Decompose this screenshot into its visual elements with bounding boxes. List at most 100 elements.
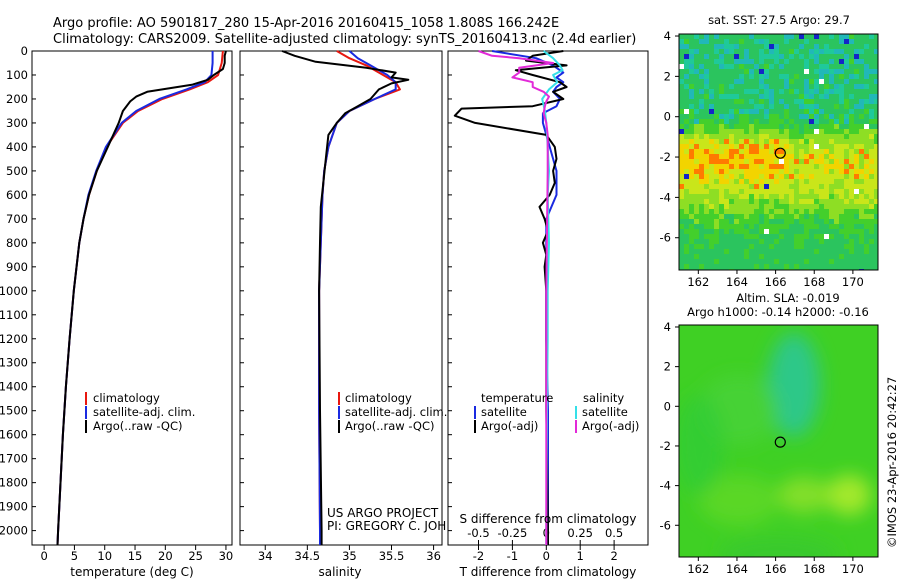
sst-cell	[854, 109, 860, 115]
sst-cell	[779, 254, 785, 260]
sst-cell	[779, 94, 785, 100]
sst-cell	[744, 64, 750, 70]
sst-cell	[714, 114, 720, 120]
sst-cell	[729, 139, 735, 145]
sst-cell	[819, 184, 825, 190]
sst-cell	[684, 54, 690, 60]
sst-cell	[839, 39, 845, 45]
sst-cell	[804, 204, 810, 210]
sst-cell	[779, 59, 785, 65]
temperature-xlabel: temperature (deg C)	[70, 565, 193, 579]
sst-cell	[779, 234, 785, 240]
sst-cell	[869, 239, 875, 245]
sst-cell	[794, 239, 800, 245]
sst-cell	[844, 239, 850, 245]
sst-cell	[754, 64, 760, 70]
sst-cell	[844, 99, 850, 105]
sst-cell	[769, 149, 775, 155]
sst-cell	[864, 109, 870, 115]
sst-cell	[689, 234, 695, 240]
sst-cell	[744, 84, 750, 90]
sst-cell	[814, 134, 820, 140]
sst-cell	[789, 114, 795, 120]
sst-cell	[764, 109, 770, 115]
sst-cell	[754, 159, 760, 165]
sst-cell	[789, 49, 795, 55]
sst-cell	[854, 209, 860, 215]
sst-cell	[829, 164, 835, 170]
sst-cell	[804, 64, 810, 70]
sst-cell	[704, 119, 710, 125]
sst-cell	[844, 229, 850, 235]
sst-cell	[864, 159, 870, 165]
sst-cell	[774, 229, 780, 235]
sst-cell	[764, 144, 770, 150]
sst-cell	[844, 79, 850, 85]
sst-cell	[844, 149, 850, 155]
sst-cell	[759, 109, 765, 115]
sst-cell	[829, 139, 835, 145]
sst-cell	[699, 254, 705, 260]
sst-cell	[679, 249, 685, 255]
sst-cell	[804, 214, 810, 220]
sst-cell	[854, 79, 860, 85]
sst-cell	[754, 169, 760, 175]
sst-cell	[779, 189, 785, 195]
sst-cell	[729, 179, 735, 185]
sst-cell	[784, 159, 790, 165]
sst-cell	[794, 119, 800, 125]
sst-cell	[859, 79, 865, 85]
sst-cell	[744, 109, 750, 115]
sst-cell	[809, 124, 815, 130]
sst-cell	[789, 64, 795, 70]
sst-cell	[714, 99, 720, 105]
sst-cell	[869, 164, 875, 170]
sst-cell	[694, 179, 700, 185]
sst-cell	[719, 144, 725, 150]
sst-cell	[819, 179, 825, 185]
sst-cell	[679, 69, 685, 75]
sst-cell	[774, 79, 780, 85]
sst-cell	[829, 84, 835, 90]
sst-cell	[694, 99, 700, 105]
sst-cell	[699, 234, 705, 240]
sst-cell	[749, 134, 755, 140]
sst-cell	[779, 179, 785, 185]
sst-cell	[714, 49, 720, 55]
sst-cell	[724, 164, 730, 170]
lon-tick-label: 164	[726, 562, 748, 576]
sst-cell	[754, 164, 760, 170]
sst-cell	[849, 219, 855, 225]
sst-cell	[759, 144, 765, 150]
sst-cell	[869, 184, 875, 190]
sst-cell	[719, 114, 725, 120]
sst-cell	[769, 244, 775, 250]
sst-cell	[784, 184, 790, 190]
sst-cell	[834, 189, 840, 195]
sst-cell	[874, 34, 878, 40]
sst-cell	[859, 174, 865, 180]
sst-cell	[844, 129, 850, 135]
sst-cell	[849, 144, 855, 150]
sst-cell	[819, 244, 825, 250]
sst-cell	[759, 224, 765, 230]
sst-cell	[794, 174, 800, 180]
sst-cell	[829, 179, 835, 185]
sst-cell	[764, 204, 770, 210]
sst-cell	[804, 199, 810, 205]
sst-cell	[814, 244, 820, 250]
depth-tick-label: 1100	[0, 308, 28, 322]
sst-cell	[729, 149, 735, 155]
sst-cell	[744, 204, 750, 210]
sst-cell	[744, 154, 750, 160]
sst-cell	[859, 199, 865, 205]
sst-cell	[824, 189, 830, 195]
sst-cell	[784, 149, 790, 155]
sst-cell	[849, 74, 855, 80]
sst-cell	[829, 174, 835, 180]
sst-cell	[799, 109, 805, 115]
sst-cell	[729, 89, 735, 95]
sst-cell	[819, 229, 825, 235]
sst-cell	[729, 124, 735, 130]
sst-cell	[829, 144, 835, 150]
